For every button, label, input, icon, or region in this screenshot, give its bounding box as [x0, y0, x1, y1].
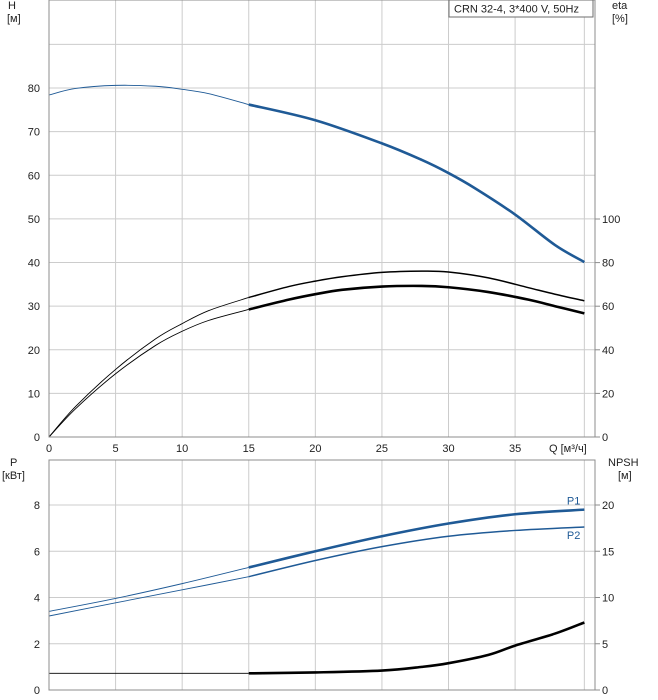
top-series-0-thick: [248, 103, 585, 264]
series-label-P2: P2: [567, 530, 580, 542]
y-left-tick-label: 50: [28, 214, 40, 226]
x-tick-label: 25: [376, 443, 388, 455]
series-layer: [48, 84, 585, 675]
top-series-1-thick: [248, 270, 585, 302]
y-right-tick-label: 60: [602, 301, 614, 313]
bottom-series-1-thin: [48, 576, 249, 617]
x-tick-label: 15: [243, 443, 255, 455]
y-left-unit: [м]: [7, 13, 21, 25]
p-tick-label: 0: [34, 685, 40, 697]
p-axis-unit: [кВт]: [2, 470, 25, 482]
bottom-series-2-thick: [248, 621, 585, 675]
x-tick-label: 30: [442, 443, 454, 455]
x-axis-title: Q [м³/ч]: [549, 443, 587, 455]
top-plot-frame: [48, 0, 596, 438]
p-tick-label: 2: [34, 639, 40, 651]
top-series-1-thin: [48, 297, 249, 438]
p-tick-label: 6: [34, 546, 40, 558]
y-left-tick-label: 60: [28, 170, 40, 182]
bottom-series-0-thick: [248, 508, 585, 569]
bottom-plot-frame: [48, 459, 596, 691]
npsh-tick-label: 10: [602, 593, 614, 605]
x-tick-label: 0: [46, 443, 52, 455]
top-series-2-thin: [48, 309, 249, 438]
series-label-P1: P1: [567, 496, 580, 508]
y-left-tick-label: 80: [28, 83, 40, 95]
x-tick-label: 10: [176, 443, 188, 455]
y-right-title: eta: [612, 0, 628, 12]
x-tick-label: 35: [509, 443, 521, 455]
y-left-tick-label: 10: [28, 388, 40, 400]
bottom-series-0-thin: [48, 567, 249, 612]
y-left-tick-label: 40: [28, 258, 40, 270]
npsh-tick-label: 20: [602, 500, 614, 512]
npsh-tick-label: 0: [602, 685, 608, 697]
y-left-tick-label: 70: [28, 127, 40, 139]
grid-layer: [49, 0, 600, 691]
x-tick-label: 20: [309, 443, 321, 455]
top-series-0-thin: [48, 84, 249, 106]
y-left-tick-label: 20: [28, 345, 40, 357]
npsh-axis-title: NPSH: [608, 457, 639, 469]
y-right-tick-label: 0: [602, 432, 608, 444]
bottom-series-1-thick: [248, 526, 585, 578]
y-right-tick-label: 40: [602, 345, 614, 357]
legend-box: CRN 32-4, 3*400 V, 50Hz: [448, 0, 594, 18]
p-tick-label: 4: [34, 593, 40, 605]
y-right-tick-label: 20: [602, 388, 614, 400]
y-left-title: H: [8, 0, 16, 12]
npsh-axis-unit: [м]: [618, 470, 632, 482]
top-series-2-thick: [248, 284, 585, 315]
legend-box-text: CRN 32-4, 3*400 V, 50Hz: [454, 4, 579, 16]
y-left-tick-label: 30: [28, 301, 40, 313]
p-tick-label: 8: [34, 500, 40, 512]
y-right-tick-label: 100: [602, 214, 620, 226]
npsh-tick-label: 5: [602, 639, 608, 651]
y-left-tick-label: 0: [34, 432, 40, 444]
npsh-tick-label: 15: [602, 546, 614, 558]
label-layer: 0 5 10 15 20 25 30 3501020304050607080020406080…: [2, 0, 639, 697]
y-right-tick-label: 80: [602, 258, 614, 270]
x-tick-label: 5: [113, 443, 119, 455]
p-axis-title: P: [10, 457, 17, 469]
y-right-unit: [%]: [612, 13, 628, 25]
